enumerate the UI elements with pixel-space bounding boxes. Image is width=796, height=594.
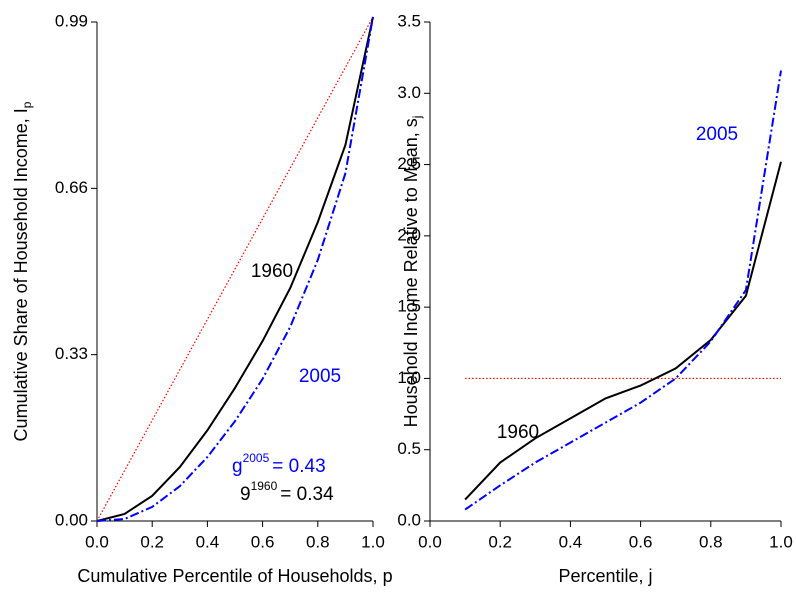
- y-tick-label: 0.00: [55, 510, 88, 529]
- y-tick-label: 0.66: [55, 178, 88, 197]
- y-axis-label: Cumulative Share of Household Income, Ip: [11, 101, 34, 441]
- x-tick-label: 0.2: [140, 532, 164, 551]
- annotation-text: 1960: [251, 261, 293, 282]
- x-axis-label: Percentile, j: [558, 566, 652, 586]
- x-tick-label: 0.6: [251, 532, 275, 551]
- y-tick-label: 0.99: [55, 11, 88, 30]
- annotation-text: 9: [240, 484, 251, 505]
- y-tick-label: 2.5: [397, 154, 421, 173]
- annotation: 1960: [251, 261, 293, 282]
- annotation-text: 2005: [696, 124, 738, 145]
- annotation-rest: = 0.34: [280, 484, 334, 505]
- x-tick-label: 0.6: [629, 532, 653, 551]
- x-axis-label: Cumulative Percentile of Households, p: [77, 566, 392, 586]
- y-axis-label-sub: j: [410, 116, 424, 120]
- annotation: 1960: [497, 422, 539, 443]
- series-line: [96, 16, 374, 522]
- x-tick-label: 0.4: [196, 532, 220, 551]
- y-tick-label: 0.5: [397, 439, 421, 458]
- series-line: [464, 161, 782, 501]
- y-tick-label: 0.33: [55, 344, 88, 363]
- y-axis-label: Household Income Relative to Mean, sj: [401, 116, 424, 428]
- panel: 0.0 0.5 1.0 1.5 2.0 2.5 3.0 3.5 0.0 0.2 0.4 0.6 0.8 1…: [397, 11, 792, 585]
- y-tick-label: 3.0: [397, 83, 421, 102]
- reference-line: [96, 16, 374, 522]
- y-axis-label-text: Cumulative Share of Household Income, I: [11, 108, 31, 441]
- y-axis-label-text: Household Income Relative to Mean, s: [401, 118, 421, 427]
- x-tick-label: 1.0: [769, 532, 793, 551]
- y-tick-label: 1.0: [397, 368, 421, 387]
- x-tick-label: 0.4: [559, 532, 583, 551]
- annotation-text: 2005: [299, 366, 341, 387]
- annotation: g2005 = 0.43: [232, 451, 326, 477]
- annotation: 2005: [299, 366, 341, 387]
- x-tick-label: 0.0: [418, 532, 442, 551]
- x-tick-label: 1.0: [361, 532, 385, 551]
- annotation-text: g: [232, 456, 243, 477]
- x-tick-label: 0.2: [488, 532, 512, 551]
- series-line: [96, 16, 374, 522]
- annotation-rest: = 0.43: [272, 456, 325, 477]
- y-tick-label: 1.5: [397, 297, 421, 316]
- annotation: 91960 = 0.34: [240, 479, 334, 505]
- series-line: [464, 70, 782, 511]
- panel: 0.00 0.33 0.66 0.99 0.0 0.2 0.4 0.6 0.8 1.0 1960 20…: [11, 11, 393, 585]
- y-axis-label-sub: p: [20, 101, 34, 108]
- annotation: 2005: [696, 124, 738, 145]
- annotation-sup: 1960: [251, 479, 278, 493]
- annotation-text: 1960: [497, 422, 539, 443]
- y-tick-label: 3.5: [397, 11, 421, 30]
- y-tick-label: 0.0: [397, 510, 421, 529]
- annotation-sup: 2005: [243, 451, 270, 465]
- x-tick-label: 0.0: [85, 532, 109, 551]
- x-tick-label: 0.8: [306, 532, 330, 551]
- y-tick-label: 2.0: [397, 225, 421, 244]
- x-tick-label: 0.8: [699, 532, 723, 551]
